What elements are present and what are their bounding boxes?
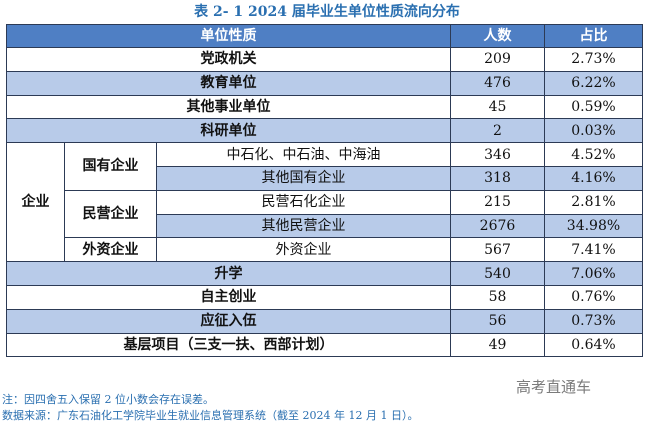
row-label: 自主创业 <box>6 284 451 310</box>
header-count: 人数 <box>450 24 545 48</box>
row-count: 2676 <box>450 213 545 239</box>
row-pct: 34.98% <box>544 213 643 239</box>
row-label: 其他事业单位 <box>6 94 451 120</box>
table-row: 其他事业单位 45 0.59% <box>6 94 643 120</box>
row-label: 应征入伍 <box>6 308 451 334</box>
footnote-source: 数据来源：广东石油化工学院毕业生就业信息管理系统（截至 2024 年 12 月 … <box>2 409 419 422</box>
table-header-row: 单位性质 人数 占比 <box>6 24 643 48</box>
row-count: 58 <box>450 284 545 310</box>
row-pct: 2.73% <box>544 47 643 72</box>
table-row: 升学 540 7.06% <box>6 261 643 286</box>
row-label: 升学 <box>6 261 451 286</box>
row-pct: 7.41% <box>544 237 643 263</box>
state-owned-group-label: 国有企业 <box>64 142 157 191</box>
row-pct: 6.22% <box>544 70 643 96</box>
row-label: 中石化、中石油、中海油 <box>156 142 451 167</box>
row-count: 49 <box>450 332 545 358</box>
table-row: 教育单位 476 6.22% <box>6 70 643 96</box>
row-label: 民营石化企业 <box>156 189 451 215</box>
table-row: 党政机关 209 2.73% <box>6 47 643 72</box>
header-unit-type: 单位性质 <box>6 24 451 48</box>
row-pct: 0.73% <box>544 308 643 334</box>
row-pct: 4.16% <box>544 165 643 191</box>
table-row: 基层项目（三支一扶、西部计划） 49 0.64% <box>6 332 643 358</box>
table-row: 民营企业 民营石化企业 215 2.81% <box>7 189 643 239</box>
row-count: 45 <box>450 94 545 120</box>
footnote-rounding: 注：因四舍五入保留 2 位小数会存在误差。 <box>2 393 214 406</box>
row-count: 540 <box>450 261 545 286</box>
row-count: 318 <box>450 165 545 191</box>
table-row: 企业 国有企业 中石化、中石油、中海油 346 4.52% <box>6 142 643 263</box>
row-count: 346 <box>450 142 545 167</box>
row-label: 党政机关 <box>6 47 451 72</box>
header-pct: 占比 <box>544 24 643 48</box>
row-count: 56 <box>450 308 545 334</box>
row-count: 2 <box>450 118 545 144</box>
row-pct: 2.81% <box>544 189 643 215</box>
row-pct: 7.06% <box>544 261 643 286</box>
row-label: 教育单位 <box>6 70 451 96</box>
table-row: 科研单位 2 0.03% <box>6 118 643 144</box>
watermark-text: 高考直通车 <box>516 378 592 396</box>
row-pct: 4.52% <box>544 142 643 167</box>
table-title: 表 2- 1 2024 届毕业生单位性质流向分布 <box>194 4 460 20</box>
row-label: 科研单位 <box>6 118 451 144</box>
foreign-group-label: 外资企业 <box>64 237 157 263</box>
enterprise-group-label: 企业 <box>6 142 65 263</box>
table-row: 其他国有企业 318 4.16% <box>7 165 643 191</box>
row-pct: 0.03% <box>544 118 643 144</box>
row-count: 567 <box>450 237 545 263</box>
table-row: 外资企业 外资企业 567 7.41% <box>7 237 643 263</box>
row-label: 外资企业 <box>156 237 451 263</box>
row-label: 其他民营企业 <box>156 213 451 239</box>
row-count: 209 <box>450 47 545 72</box>
row-count: 476 <box>450 70 545 96</box>
table-row: 应征入伍 56 0.73% <box>6 308 643 334</box>
row-pct: 0.64% <box>544 332 643 358</box>
row-label: 基层项目（三支一扶、西部计划） <box>6 332 451 358</box>
row-label: 其他国有企业 <box>156 165 451 191</box>
table-row: 其他民营企业 2676 34.98% <box>7 213 643 239</box>
table-row: 自主创业 58 0.76% <box>6 284 643 310</box>
row-pct: 0.76% <box>544 284 643 310</box>
private-group-label: 民营企业 <box>64 189 157 239</box>
row-pct: 0.59% <box>544 94 643 120</box>
row-count: 215 <box>450 189 545 215</box>
destination-table: 单位性质 人数 占比 党政机关 209 2.73% 教育单位 476 6.22%… <box>6 24 643 358</box>
